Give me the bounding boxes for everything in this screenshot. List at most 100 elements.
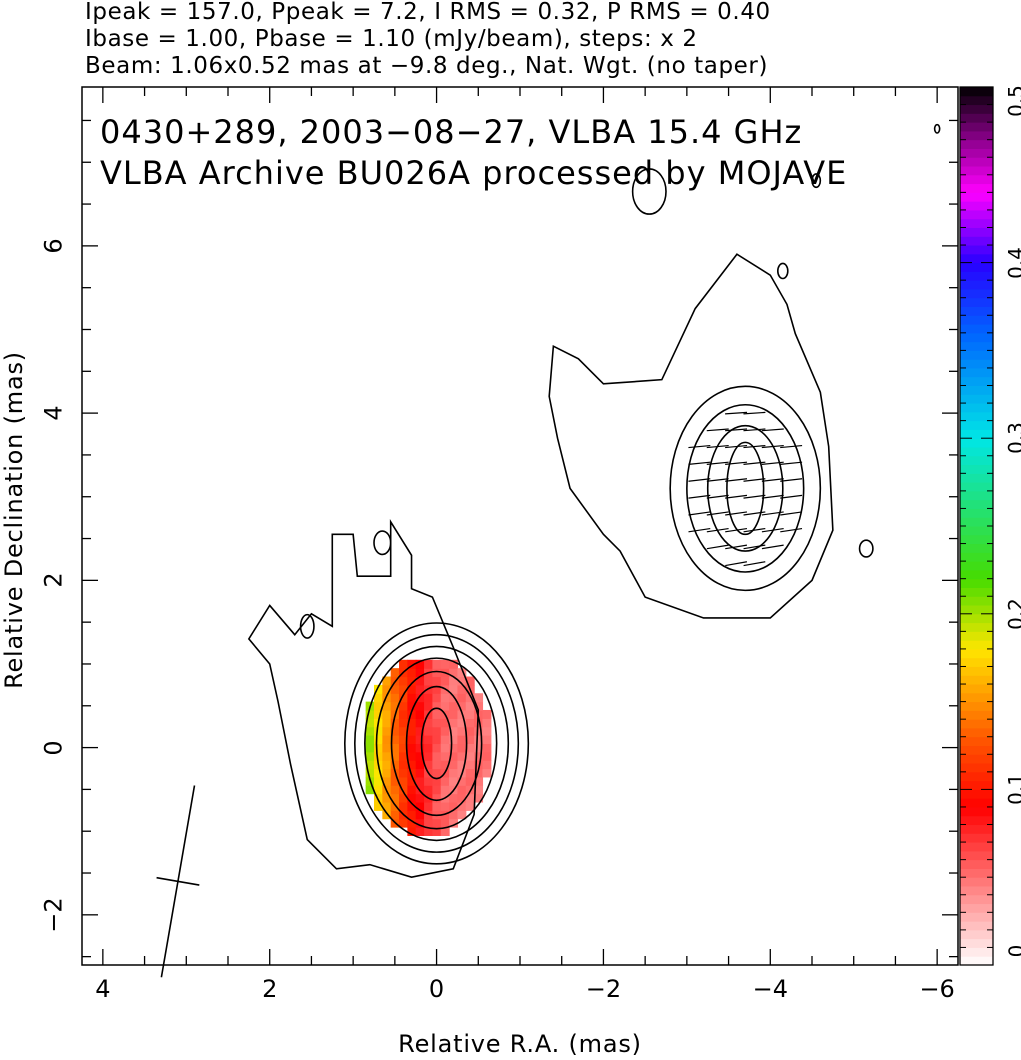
pol-pixel [465,676,475,686]
pol-pixel [415,735,425,745]
pol-pixel [415,701,425,711]
evpa-tick [706,428,729,432]
pol-pixel [465,760,475,770]
pol-pixel [390,693,400,703]
pol-pixel [449,726,459,736]
pol-pixel [415,718,425,728]
pol-pixel [449,735,459,745]
pol-pixel [415,801,425,811]
pol-pixel [440,659,450,669]
colorbar-cell [960,482,993,492]
header-line-1: Ipeak = 157.0, Ppeak = 7.2, I RMS = 0.32… [85,0,771,25]
pol-pixel [432,718,442,728]
evpa-tick [780,461,803,466]
pol-pixel [365,718,375,728]
pol-pixel [465,709,475,719]
pol-pixel [390,810,400,820]
evpa-tick [688,478,711,482]
pol-pixel [449,709,459,719]
pol-pixel [415,785,425,795]
pol-pixel [432,827,442,836]
colorbar-cell [960,754,993,764]
pol-pixel [407,693,417,703]
pol-pixel [407,760,417,770]
evpa-tick [743,527,766,533]
pol-pixel [374,693,383,703]
evpa-tick [725,428,748,432]
pol-pixel [407,801,417,811]
pol-pixel [440,718,450,728]
pol-pixel [424,776,433,786]
pol-pixel [474,760,484,770]
x-tick-label: 0 [428,975,445,1003]
pol-pixel [424,693,433,703]
pol-pixel [465,718,475,728]
colorbar-cell [960,798,993,808]
pol-pixel [382,701,392,711]
pol-pixel [390,718,400,728]
pol-pixel [482,760,492,770]
pol-pixel [424,659,433,669]
contour-island-7 [933,123,941,134]
pol-pixel [457,760,467,770]
colorbar-cell [960,850,993,861]
colorbar-cell [960,824,993,834]
pol-pixel [415,659,425,669]
evpa-tick [706,461,729,466]
colorbar-cell [960,605,993,615]
pol-pixel [382,768,392,778]
colorbar-cell [960,218,993,228]
pol-pixel [432,801,442,811]
pol-pixel [449,801,459,811]
pol-pixel [407,659,417,669]
pol-pixel [457,793,467,803]
x-tick-label: −4 [752,975,788,1003]
colorbar-cell [960,684,993,694]
colorbar-tick-label: 0.4 [1004,246,1021,279]
pol-pixel [399,735,408,745]
evpa-tick [743,561,766,567]
pol-pixel [382,751,392,761]
colorbar-cell [960,271,993,281]
pol-pixel [382,760,392,770]
evpa-tick [780,527,803,533]
pol-pixel [399,768,408,778]
contour-jet-4 [669,385,822,592]
colorbar-cell [960,701,993,711]
colorbar-cell [960,166,993,176]
pol-pixel [415,793,425,803]
pol-pixel [365,709,375,719]
pol-pixel [449,751,459,761]
colorbar-cell [960,956,993,966]
evpa-tick [761,544,784,550]
pol-pixel [382,693,392,703]
evpa-tick [761,494,784,499]
colorbar-cell [960,543,993,553]
colorbar-tick-label: 0.3 [1004,422,1021,455]
colorbar-cell [960,262,993,272]
y-tick-label: 2 [40,572,68,588]
colorbar-tick-label: 0.2 [1004,597,1021,630]
pol-pixel [374,709,383,719]
pol-pixel [382,676,392,686]
evpa-tick [725,411,748,415]
colorbar-cell [960,877,993,887]
pol-pixel [440,801,450,811]
pol-pixel [399,684,408,694]
pol-pixel [415,668,425,678]
source-title: 0430+289, 2003−08−27, VLBA 15.4 GHz [100,113,803,151]
pol-pixel [432,676,442,686]
pol-pixel [440,726,450,736]
evpa-tick [725,444,748,449]
colorbar [959,86,994,966]
pol-pixel [465,801,475,811]
pol-pixel [449,684,459,694]
pol-pixel [407,768,417,778]
colorbar-cell [960,938,993,948]
pol-pixel [390,735,400,745]
colorbar-cell [960,692,993,703]
evpa-tick [780,511,803,516]
pol-pixel [432,659,442,669]
pol-pixel [382,726,392,736]
colorbar-cell [960,455,993,466]
